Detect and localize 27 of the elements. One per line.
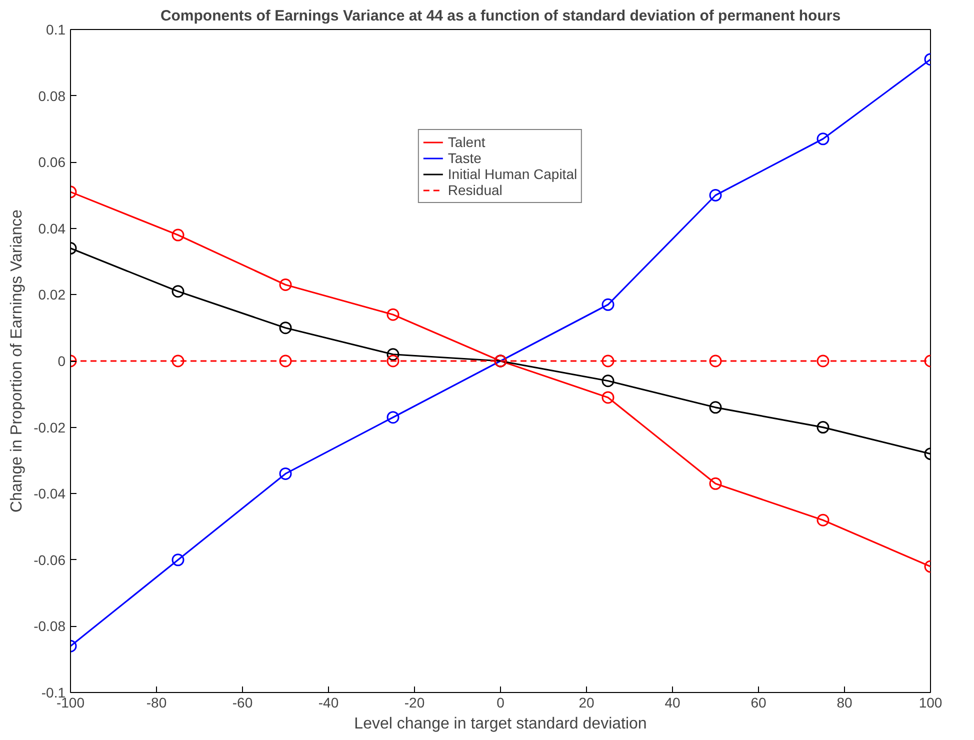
x-tick-label: -20: [404, 694, 425, 710]
legend-label: Residual: [448, 182, 502, 198]
legend-label: Initial Human Capital: [448, 166, 578, 182]
y-tick-label: 0.06: [38, 154, 66, 170]
legend-label: Talent: [448, 134, 486, 150]
chart-title: Components of Earnings Variance at 44 as a function of standard deviation of permanent hours: [160, 8, 841, 24]
x-tick-label: 80: [836, 694, 852, 710]
x-tick-label: 100: [918, 694, 942, 710]
y-tick-label: 0: [58, 353, 66, 369]
y-tick-label: -0.06: [34, 552, 66, 568]
x-tick-label: 40: [664, 694, 680, 710]
x-tick-label: -60: [232, 694, 253, 710]
x-axis-title: Level change in target standard deviation: [354, 716, 647, 732]
x-tick-label: -40: [318, 694, 339, 710]
x-tick-label: 20: [578, 694, 594, 710]
legend-label: Taste: [448, 150, 482, 166]
y-tick-label: -0.08: [34, 618, 66, 634]
y-axis-title: Change in Proportion of Earnings Variance: [8, 209, 26, 512]
y-tick-label: 0.1: [46, 22, 66, 38]
x-tick-label: 60: [750, 694, 766, 710]
y-tick-label: 0.08: [38, 88, 66, 104]
x-tick-label: 0: [496, 694, 505, 710]
y-tick-label: -0.04: [34, 486, 66, 502]
y-tick-label: -0.02: [34, 419, 66, 436]
y-tick-label: 0.04: [38, 220, 66, 236]
y-tick-label: 0.02: [38, 286, 66, 303]
x-tick-label: -80: [146, 694, 167, 710]
